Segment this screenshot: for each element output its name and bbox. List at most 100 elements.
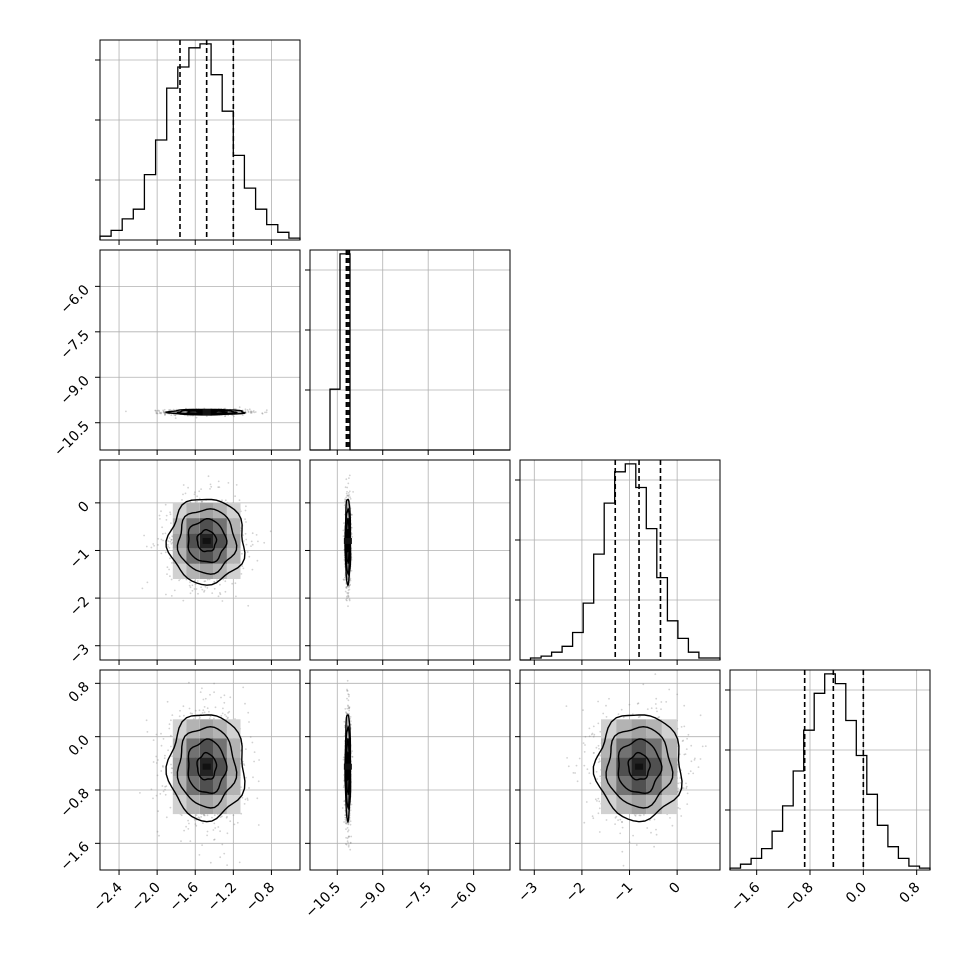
scatter-point bbox=[584, 735, 587, 738]
scatter-point bbox=[222, 707, 224, 710]
scatter-point bbox=[655, 828, 657, 831]
scatter-point bbox=[167, 749, 170, 752]
scatter-point bbox=[699, 758, 702, 760]
scatter-point bbox=[226, 717, 229, 720]
scatter-point bbox=[162, 410, 165, 413]
density-cell bbox=[199, 502, 214, 519]
scatter-point bbox=[344, 822, 347, 825]
scatter-point bbox=[344, 816, 347, 819]
scatter-point bbox=[251, 532, 254, 535]
x-tick-label-1-0: −10.5 bbox=[302, 880, 344, 922]
scatter-point bbox=[191, 589, 194, 592]
density-cell bbox=[227, 548, 241, 564]
scatter-point bbox=[150, 788, 153, 791]
scatter-point bbox=[209, 693, 211, 696]
scatter-point bbox=[214, 827, 217, 829]
scatter-point bbox=[347, 586, 350, 589]
scatter-point bbox=[182, 493, 184, 496]
scatter-point bbox=[150, 546, 153, 549]
scatter-point bbox=[347, 494, 350, 497]
pair-content-3-1 bbox=[310, 670, 510, 870]
y-tick-label-3-3: 0.8 bbox=[66, 679, 93, 706]
scatter-point bbox=[170, 745, 172, 748]
scatter-point bbox=[348, 707, 350, 710]
scatter-point bbox=[683, 725, 686, 728]
scatter-point bbox=[632, 834, 634, 837]
scatter-point bbox=[657, 716, 660, 719]
scatter-point bbox=[658, 716, 661, 718]
scatter-point bbox=[258, 759, 260, 761]
scatter-point bbox=[250, 411, 253, 414]
scatter-point bbox=[158, 410, 161, 413]
scatter-point bbox=[160, 538, 163, 541]
scatter-point bbox=[346, 592, 348, 594]
x-tick-label-3-0: −1.6 bbox=[728, 879, 763, 914]
scatter-point bbox=[174, 414, 177, 417]
scatter-point bbox=[345, 496, 348, 499]
scatter-point bbox=[241, 796, 244, 799]
scatter-point bbox=[248, 408, 251, 411]
scatter-point bbox=[677, 782, 680, 785]
scatter-point bbox=[345, 820, 347, 823]
scatter-point bbox=[617, 713, 620, 715]
scatter-point bbox=[598, 758, 601, 760]
scatter-point bbox=[170, 719, 172, 722]
scatter-point bbox=[232, 814, 235, 817]
density-peak bbox=[635, 763, 644, 770]
scatter-point bbox=[263, 541, 266, 544]
scatter-point bbox=[209, 483, 212, 486]
scatter-point bbox=[646, 827, 649, 829]
scatter-point bbox=[224, 713, 226, 716]
scatter-point bbox=[684, 753, 687, 755]
scatter-point bbox=[221, 815, 223, 818]
x-tick-label-2-1: −2 bbox=[563, 880, 589, 906]
scatter-point bbox=[348, 695, 350, 698]
scatter-point bbox=[346, 697, 348, 700]
scatter-point bbox=[348, 707, 351, 709]
density-cell bbox=[172, 563, 187, 579]
scatter-point bbox=[244, 532, 247, 535]
density-cell bbox=[213, 533, 227, 549]
scatter-point bbox=[347, 591, 350, 594]
scatter-point bbox=[247, 410, 250, 413]
scatter-point bbox=[257, 780, 260, 783]
scatter-point bbox=[244, 509, 247, 512]
scatter-point bbox=[244, 518, 247, 520]
density-cells bbox=[601, 719, 678, 815]
scatter-point bbox=[348, 494, 351, 496]
hist-step-3 bbox=[729, 673, 931, 870]
density-cell bbox=[213, 757, 227, 777]
scatter-point bbox=[201, 500, 204, 503]
scatter-point bbox=[169, 557, 171, 560]
scatter-point bbox=[246, 551, 249, 553]
scatter-point bbox=[347, 842, 349, 844]
scatter-point bbox=[249, 736, 252, 738]
scatter-point bbox=[585, 801, 588, 803]
scatter-point bbox=[166, 566, 169, 569]
scatter-point bbox=[187, 414, 189, 417]
scatter-point bbox=[233, 823, 236, 826]
scatter-point bbox=[345, 712, 348, 714]
scatter-point bbox=[347, 589, 350, 591]
scatter-point bbox=[219, 830, 222, 833]
scatter-point bbox=[170, 767, 173, 770]
scatter-point bbox=[251, 543, 254, 546]
scatter-point bbox=[660, 701, 663, 703]
scatter-point bbox=[635, 844, 638, 846]
scatter-point bbox=[171, 714, 174, 716]
scatter-point bbox=[628, 703, 631, 706]
pair-frame bbox=[99, 669, 301, 871]
scatter-point bbox=[245, 776, 247, 779]
scatter-point bbox=[171, 562, 173, 564]
scatter-point bbox=[592, 752, 595, 754]
scatter-point bbox=[221, 843, 224, 846]
density-peak bbox=[343, 763, 352, 770]
scatter-point bbox=[211, 816, 213, 819]
scatter-point bbox=[224, 415, 227, 417]
scatter-point bbox=[620, 708, 623, 711]
scatter-point bbox=[349, 496, 351, 499]
density-cell bbox=[172, 533, 187, 549]
scatter-point bbox=[653, 845, 655, 848]
scatter-point bbox=[155, 794, 158, 797]
density-cell bbox=[186, 411, 200, 413]
